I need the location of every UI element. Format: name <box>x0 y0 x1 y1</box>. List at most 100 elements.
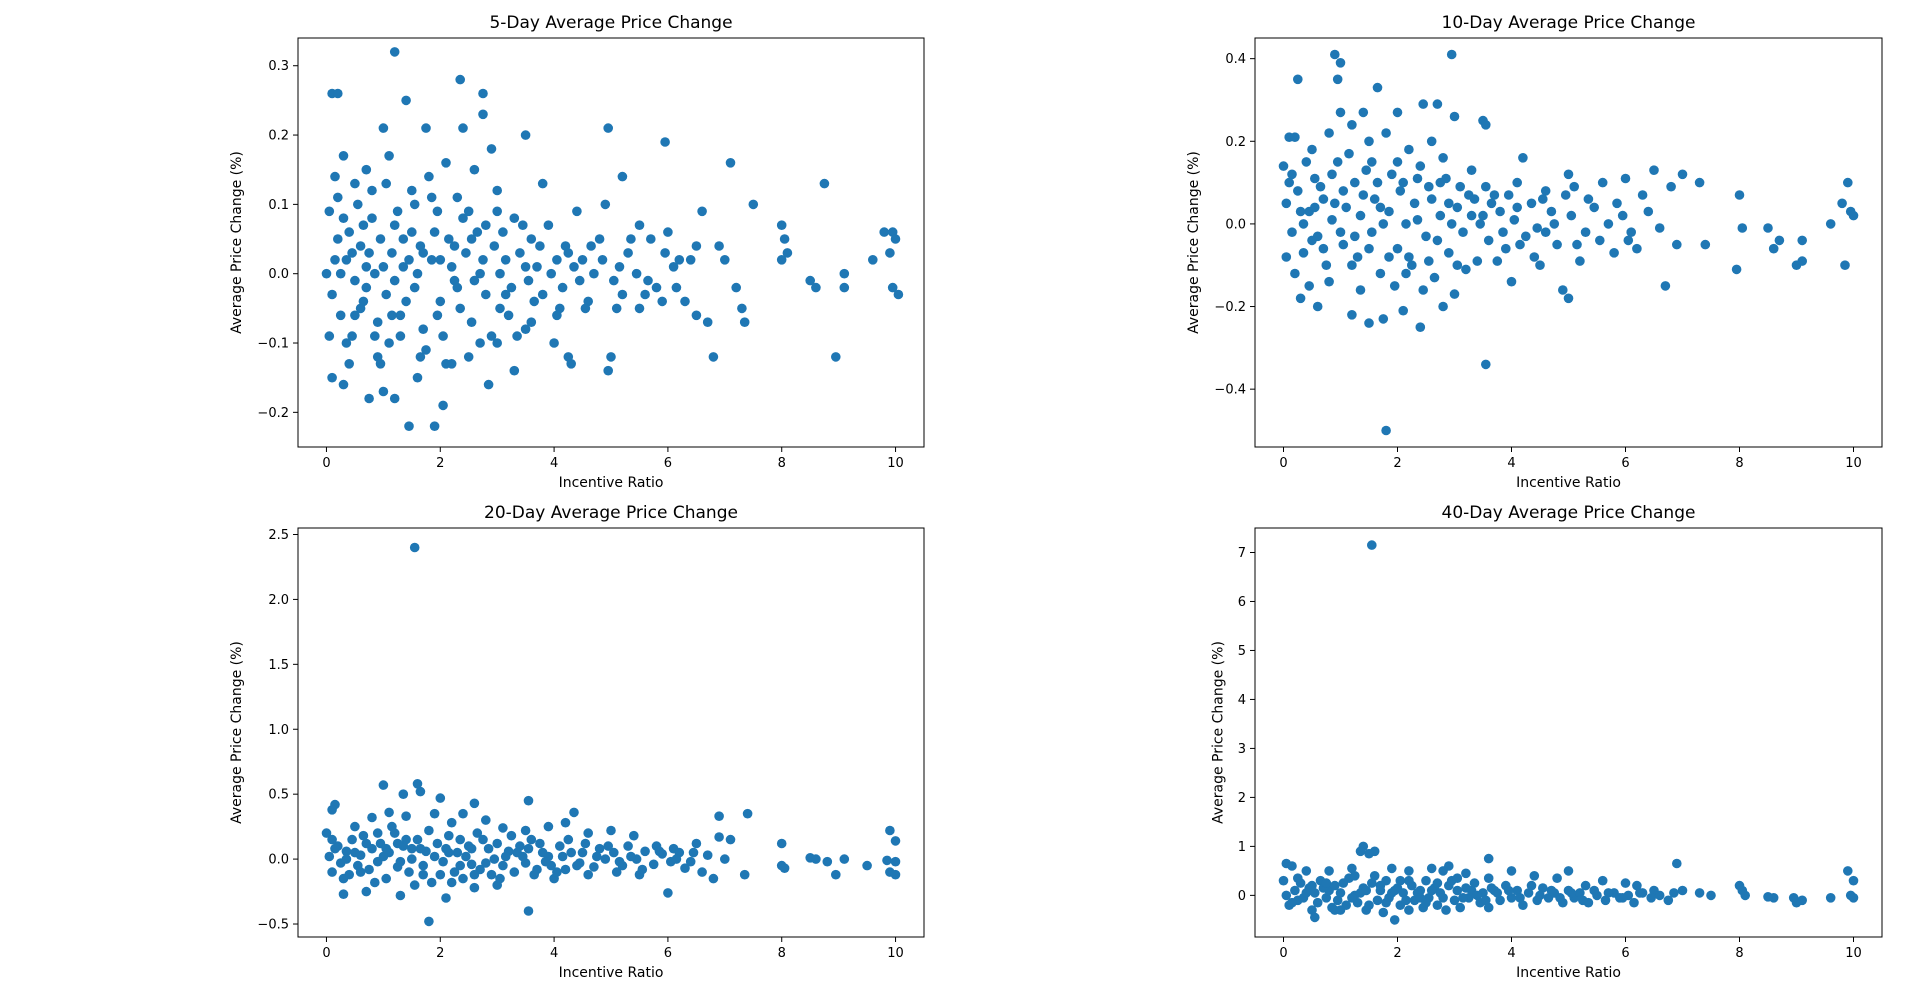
chart-2-point <box>1298 219 1309 229</box>
chart-4-point <box>1364 900 1374 910</box>
chart-1-point <box>691 310 702 321</box>
chart-1-point <box>421 123 431 133</box>
chart-1-point <box>404 421 414 432</box>
chart-1-point <box>321 268 332 279</box>
chart-1-point <box>444 234 454 244</box>
chart-1-point <box>720 254 730 265</box>
chart-4-title: 40-Day Average Price Change <box>1442 503 1696 523</box>
chart-2-point <box>1424 256 1434 266</box>
chart-2-point <box>1572 239 1582 250</box>
chart-4-point <box>1432 878 1443 888</box>
chart-4-y-tick-label: 5 <box>1238 644 1246 659</box>
chart-2-x-tick-label: 0 <box>1279 456 1287 471</box>
chart-1-point <box>614 262 625 272</box>
chart-1-point <box>361 262 372 272</box>
chart-1-point <box>395 310 406 321</box>
chart-2-point <box>1307 235 1317 246</box>
chart-4-point <box>1324 866 1334 876</box>
chart-1-point <box>819 178 830 189</box>
chart-1-point <box>438 331 448 341</box>
chart-2-point <box>1737 223 1748 233</box>
chart-1-point <box>398 234 409 244</box>
chart-3-point <box>466 843 477 854</box>
chart-2-point <box>1281 252 1292 262</box>
chart-3-point <box>455 834 466 845</box>
chart-2-point <box>1392 243 1403 254</box>
chart-4-point <box>1646 893 1656 903</box>
chart-2-x-tick-label: 10 <box>1845 456 1862 471</box>
chart-1-point <box>466 317 477 328</box>
chart-3-point <box>338 873 349 884</box>
chart-4-point <box>1321 893 1332 903</box>
chart-1-point <box>478 88 488 99</box>
chart-4-point <box>1307 905 1317 915</box>
chart-2-point <box>1501 243 1511 254</box>
chart-1-point <box>409 282 420 293</box>
chart-2-point <box>1321 260 1332 271</box>
chart-2-point <box>1307 144 1317 155</box>
chart-1-y-tick-label: 0.3 <box>268 59 289 74</box>
chart-2-point <box>1518 153 1528 163</box>
chart-4-point <box>1483 853 1494 864</box>
chart-1-point <box>486 331 497 341</box>
chart-1-point <box>486 144 497 154</box>
chart-4-point <box>1455 902 1465 913</box>
chart-3-point <box>489 854 500 864</box>
chart-1-point <box>500 289 511 300</box>
chart-4-point <box>1426 863 1437 874</box>
chart-1-point <box>370 268 380 279</box>
chart-2-point <box>1310 173 1320 184</box>
chart-2-point <box>1338 239 1349 250</box>
chart-4-x-tick-label: 8 <box>1735 946 1743 961</box>
chart-2-point <box>1734 190 1745 200</box>
chart-1-point <box>868 254 878 265</box>
chart-2-point <box>1335 107 1346 118</box>
chart-1-point <box>375 234 386 244</box>
chart-1-point <box>344 359 355 369</box>
chart-2-point <box>1432 235 1443 246</box>
chart-4-point <box>1335 905 1346 915</box>
chart-2-point <box>1797 256 1807 266</box>
chart-4-point <box>1546 885 1557 896</box>
chart-2-point <box>1310 202 1320 213</box>
chart-4-point <box>1632 880 1642 891</box>
chart-2-point <box>1412 173 1423 184</box>
chart-1-point <box>586 241 596 251</box>
chart-2-point <box>1483 235 1494 246</box>
chart-2-point <box>1575 256 1585 266</box>
chart-1-point <box>563 248 574 258</box>
chart-1-x-tick-label: 2 <box>436 456 444 471</box>
chart-4-point <box>1395 875 1406 886</box>
chart-3-point <box>572 860 582 871</box>
chart-3-point <box>583 869 593 880</box>
chart-2-point <box>1526 198 1537 209</box>
chart-3-point <box>461 851 471 862</box>
chart-3-point <box>395 890 406 901</box>
chart-4-point <box>1552 873 1562 883</box>
chart-3-point <box>725 834 736 845</box>
chart-1-point <box>335 310 346 321</box>
chart-3: 0 2 4 6 8 10 −0.5 0.0 0.5 1.0 1.5 2.0 2.5 20-Day Aver… <box>229 503 925 981</box>
chart-2-point <box>1318 194 1329 204</box>
chart-2-point <box>1563 293 1574 304</box>
chart-3-point <box>577 847 588 858</box>
chart-2-point <box>1589 202 1599 213</box>
chart-1-y-tick-label: 0.2 <box>268 129 289 144</box>
chart-2-point <box>1372 177 1383 188</box>
chart-3-point <box>890 856 901 867</box>
chart-1-point <box>401 95 411 106</box>
chart-3-point <box>424 916 434 927</box>
chart-3-point <box>623 841 633 851</box>
chart-1-point <box>617 289 628 300</box>
chart-1-point <box>483 379 494 390</box>
chart-4-point <box>1321 878 1332 888</box>
chart-3-y-tick-label: 1.0 <box>268 723 289 738</box>
chart-2-point <box>1327 169 1337 180</box>
chart-1-point <box>623 248 633 258</box>
chart-2-point <box>1549 219 1560 229</box>
chart-2-x-axis-label: Incentive Ratio <box>1516 475 1621 491</box>
chart-2-point <box>1372 82 1383 93</box>
chart-2-point <box>1626 227 1636 237</box>
chart-2-point <box>1293 74 1303 85</box>
chart-2-point <box>1432 99 1443 109</box>
